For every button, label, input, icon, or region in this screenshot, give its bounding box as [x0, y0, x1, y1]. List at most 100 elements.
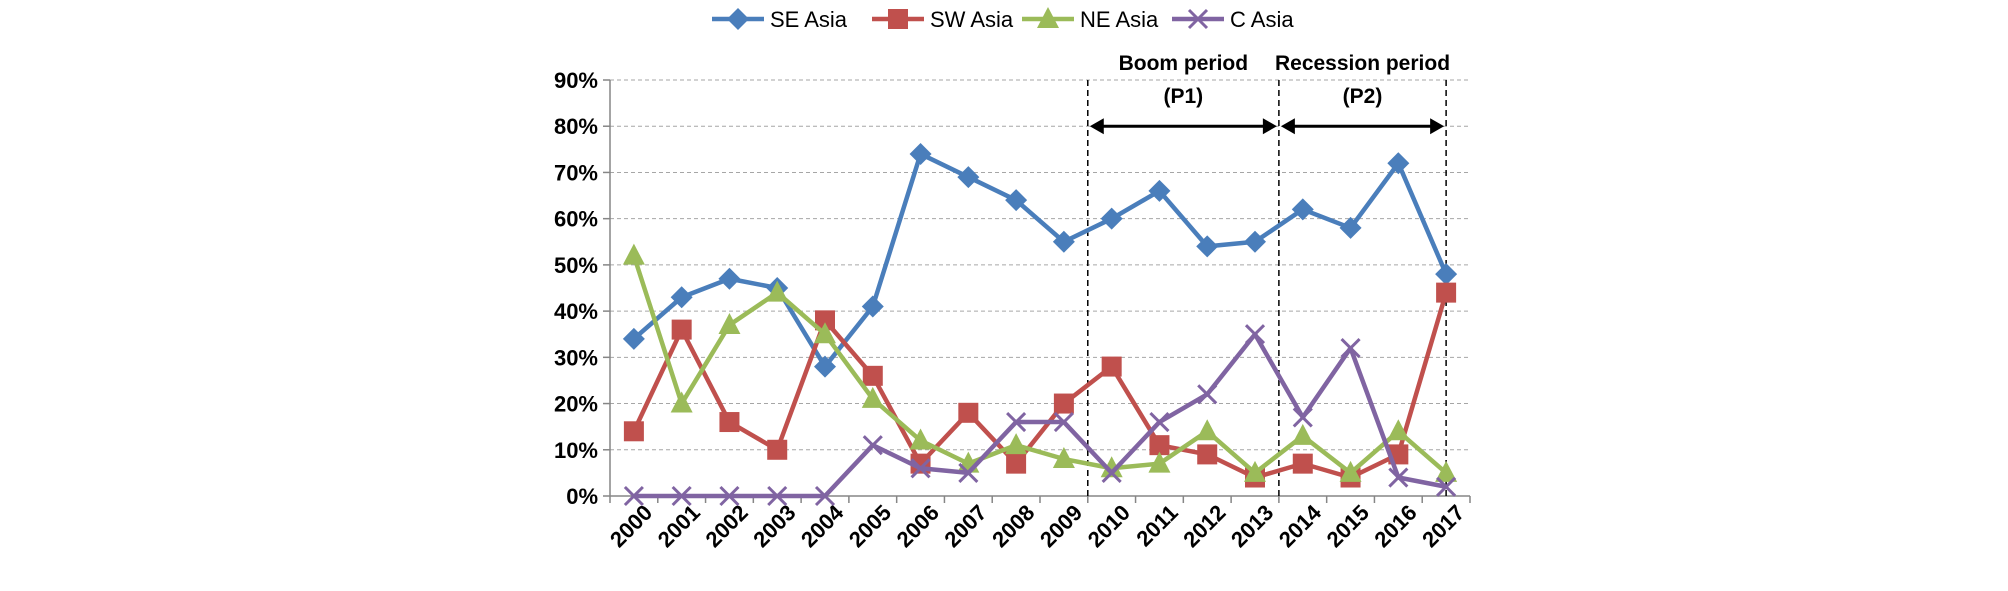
data-point [1053, 393, 1074, 414]
y-tick-label: 50% [554, 253, 598, 278]
data-point [671, 485, 692, 507]
x-tick-label: 2011 [1131, 500, 1182, 551]
data-point [1053, 411, 1074, 433]
series-sw-asia [623, 282, 1457, 488]
data-point [1244, 324, 1266, 345]
series-line [631, 254, 1448, 476]
y-tick-label: 0% [566, 484, 598, 509]
x-tick-label: 2017 [1417, 500, 1469, 552]
y-tick-label: 80% [554, 114, 598, 139]
period-sublabel: (P2) [1343, 85, 1383, 108]
data-point [718, 267, 741, 290]
data-point [622, 327, 645, 350]
y-axis-ticks: 0% 10% 20% 30% 40% 50% 60% 70% 80% 90% [554, 68, 610, 509]
legend-swatch-marker [1037, 7, 1059, 28]
x-tick-label: 2010 [1083, 500, 1135, 552]
data-point [1101, 462, 1122, 483]
data-point [1339, 216, 1362, 239]
data-point [1196, 419, 1219, 441]
data-point [1291, 198, 1314, 221]
legend-item: SE Asia [712, 7, 848, 32]
data-point [718, 312, 741, 334]
data-point [1436, 476, 1457, 497]
data-point [862, 365, 883, 386]
period-arrow-head-left [1089, 118, 1104, 135]
data-point [1100, 456, 1123, 478]
data-point [1291, 423, 1314, 445]
y-tick-label: 70% [554, 160, 598, 185]
data-point [861, 295, 884, 318]
data-point [910, 458, 931, 479]
data-point [1148, 451, 1171, 473]
data-point [1005, 189, 1028, 212]
data-point [862, 435, 883, 456]
data-point [1196, 235, 1219, 258]
data-point [909, 142, 932, 165]
data-point [815, 310, 835, 331]
data-point [1387, 152, 1410, 175]
x-tick-label: 2008 [987, 500, 1039, 552]
x-tick-label: 2001 [653, 500, 705, 552]
data-point [1006, 411, 1027, 433]
data-point [671, 319, 692, 340]
data-point [1292, 453, 1313, 474]
data-point [1101, 356, 1122, 377]
period-arrow-head-right [1430, 118, 1445, 135]
data-point [767, 485, 788, 507]
series-c-asia [623, 324, 1457, 507]
x-tick-label: 2015 [1322, 500, 1374, 552]
x-tick-label: 2009 [1035, 500, 1087, 552]
data-point [814, 355, 836, 378]
legend-label: NE Asia [1080, 7, 1159, 32]
y-tick-label: 30% [554, 345, 598, 370]
legend-swatch-marker [727, 8, 749, 30]
data-point [1387, 419, 1410, 441]
x-tick-label: 2000 [605, 500, 657, 552]
data-point [1388, 467, 1409, 488]
data-point [1244, 230, 1266, 253]
data-point [622, 243, 645, 265]
data-point [1436, 282, 1457, 303]
series-line [633, 331, 1447, 499]
data-point [766, 280, 789, 302]
data-point [623, 421, 644, 442]
y-tick-label: 20% [554, 392, 598, 417]
data-point [1006, 453, 1027, 474]
data-point [670, 391, 693, 413]
data-point [861, 386, 884, 408]
legend-swatch-marker [888, 9, 908, 29]
legend-label: SE Asia [770, 7, 848, 32]
y-tick-label: 40% [554, 299, 598, 324]
series-se-asia [622, 142, 1458, 378]
data-point [670, 286, 693, 309]
x-tick-label: 2013 [1226, 500, 1278, 552]
data-point [1148, 179, 1171, 202]
y-tick-label: 10% [554, 438, 598, 463]
data-point [1052, 230, 1075, 253]
legend-item: C Asia [1172, 7, 1294, 32]
data-point [1197, 384, 1218, 405]
data-point [957, 166, 980, 189]
legend: SE Asia SW Asia NE Asia C Asia [712, 7, 1294, 32]
legend-item: NE Asia [1022, 7, 1159, 32]
x-tick-label: 2007 [939, 500, 991, 552]
data-point [909, 428, 932, 450]
data-point [958, 462, 979, 483]
x-tick-label: 2003 [748, 500, 800, 552]
data-point [719, 485, 740, 507]
data-point [1292, 407, 1313, 428]
x-tick-label: 2012 [1178, 500, 1230, 552]
series-line [632, 151, 1449, 369]
period-arrow-head-left [1280, 118, 1295, 135]
data-point [1197, 444, 1218, 465]
data-point [1435, 263, 1458, 286]
x-tick-label: 2014 [1274, 499, 1327, 552]
data-point [1005, 433, 1028, 455]
data-point [814, 485, 836, 507]
x-axis-ticks: 2000200120022003200420052006200720082009… [605, 496, 1471, 552]
gridlines [610, 79, 1470, 451]
data-point [1149, 411, 1170, 433]
data-point [1340, 338, 1361, 359]
period-annotations: Boom period (P1) Recession period (P2) [1087, 52, 1450, 496]
